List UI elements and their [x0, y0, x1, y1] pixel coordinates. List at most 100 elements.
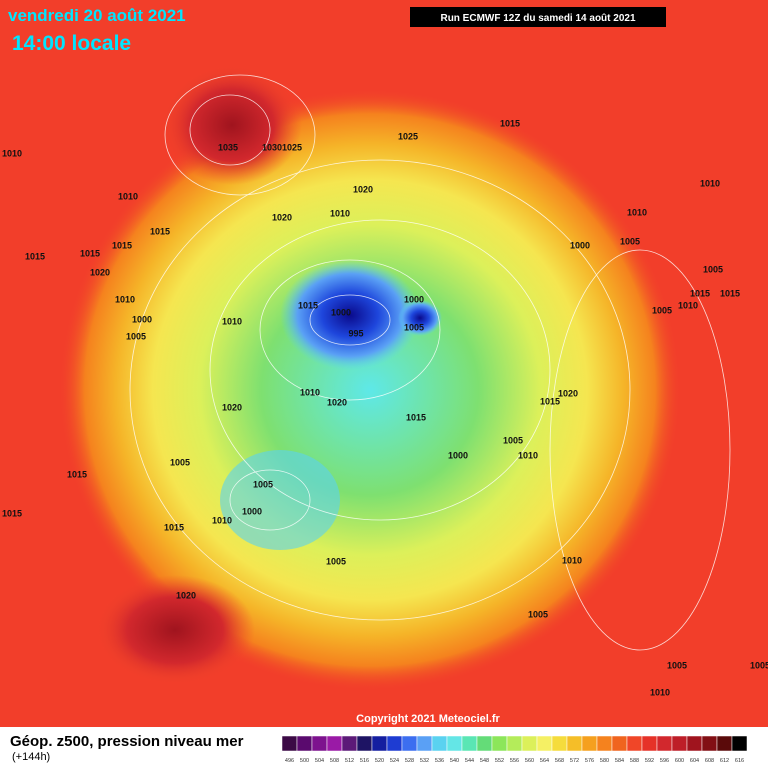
legend-label: 512: [345, 758, 354, 764]
isobar-label: 995: [348, 328, 363, 338]
legend-label: 548: [480, 758, 489, 764]
legend-swatch: [716, 735, 733, 752]
isobar-label: 1000: [404, 294, 424, 304]
legend-swatch: [551, 735, 568, 752]
isobar-label: 1010: [650, 687, 670, 697]
legend-swatch: [581, 735, 598, 752]
legend-swatch: [371, 735, 388, 752]
legend-swatch: [296, 735, 313, 752]
isobar-label: 1020: [222, 402, 242, 412]
isobar-label: 1015: [540, 396, 560, 406]
isobar-label: 1010: [627, 207, 647, 217]
legend-swatch: [386, 735, 403, 752]
isobar-label: 1020: [327, 397, 347, 407]
isobar-label: 1010: [300, 387, 320, 397]
low-center: [398, 300, 442, 336]
legend-swatch: [461, 735, 478, 752]
legend-label: 524: [390, 758, 399, 764]
isobar-label: 1020: [176, 590, 196, 600]
isobar-label: 1010: [118, 191, 138, 201]
forecast-time: 14:00 locale: [12, 32, 131, 55]
legend-swatch: [536, 735, 553, 752]
isobar-label: 1015: [80, 248, 100, 258]
color-legend: 496 500 504 508 512 516 520 524 528 532 536 540 544 5…: [281, 735, 748, 764]
isobar-label: 1010: [330, 208, 350, 218]
height-field: [60, 90, 680, 690]
legend-label: 504: [315, 758, 324, 764]
isobar-label: 1025: [282, 142, 302, 152]
legend-label: 604: [690, 758, 699, 764]
isobar-label: 1005: [126, 331, 146, 341]
legend-label: 556: [510, 758, 519, 764]
isobar-label: 1005: [170, 457, 190, 467]
legend-swatch: [611, 735, 628, 752]
legend-swatch: [731, 735, 748, 752]
isobar-label: 1005: [528, 609, 548, 619]
isobar-label: 1005: [620, 236, 640, 246]
isobar-label: 1005: [253, 479, 273, 489]
isobar-label: 1015: [150, 226, 170, 236]
isobar-label: 1015: [500, 118, 520, 128]
legend-label: 572: [570, 758, 579, 764]
isobar-label: 1015: [112, 240, 132, 250]
legend-swatch: [686, 735, 703, 752]
isobar-label: 1005: [667, 660, 687, 670]
run-info: Run ECMWF 12Z du samedi 14 août 2021: [440, 13, 635, 24]
legend-label: 544: [465, 758, 474, 764]
legend-swatch: [401, 735, 418, 752]
legend-label: 536: [435, 758, 444, 764]
forecast-date: vendredi 20 août 2021: [8, 6, 186, 25]
isobar-label: 1005: [503, 435, 523, 445]
legend-swatch: [491, 735, 508, 752]
legend-label: 552: [495, 758, 504, 764]
legend-swatch: [671, 735, 688, 752]
isobar-label: 1000: [132, 314, 152, 324]
isobar-label: 1025: [398, 131, 418, 141]
legend-label: 516: [360, 758, 369, 764]
isobar-label: 1000: [242, 506, 262, 516]
isobar-label: 1010: [115, 294, 135, 304]
isobar-label: 1015: [25, 251, 45, 261]
legend-swatch: [521, 735, 538, 752]
isobar-label: 1015: [720, 288, 740, 298]
legend-label: 540: [450, 758, 459, 764]
legend-swatch: [626, 735, 643, 752]
isobar-label: 1010: [678, 300, 698, 310]
isobar-label: 1010: [700, 178, 720, 188]
isobar-label: 1015: [164, 522, 184, 532]
isobar-label: 1015: [2, 508, 22, 518]
legend-swatch: [446, 735, 463, 752]
legend-label: 564: [540, 758, 549, 764]
isobar-label: 1005: [703, 264, 723, 274]
high-area: [95, 575, 255, 685]
isobar-label: 1010: [222, 316, 242, 326]
isobar-label: 1000: [448, 450, 468, 460]
legend-label: 584: [615, 758, 624, 764]
isobar-label: 1015: [67, 469, 87, 479]
isobar-label: 1020: [90, 267, 110, 277]
legend-swatch: [356, 735, 373, 752]
isobar-label: 1015: [690, 288, 710, 298]
legend-label: 528: [405, 758, 414, 764]
isobar-label: 1010: [518, 450, 538, 460]
legend-label: 560: [525, 758, 534, 764]
isobars: [129, 74, 731, 651]
isobar-label: 1015: [406, 412, 426, 422]
isobar-label: 1010: [562, 555, 582, 565]
legend-swatch: [311, 735, 328, 752]
isobar-label: 1020: [558, 388, 578, 398]
copyright: Copyright 2021 Meteociel.fr: [356, 713, 500, 725]
isobar-label: 1020: [272, 212, 292, 222]
legend-swatch: [656, 735, 673, 752]
legend-label: 592: [645, 758, 654, 764]
run-banner: [410, 7, 666, 27]
legend-swatch: [416, 735, 433, 752]
isobar-label: 1020: [353, 184, 373, 194]
legend-swatch: [326, 735, 343, 752]
legend-label: 600: [675, 758, 684, 764]
isobar-label: 1005: [404, 322, 424, 332]
legend-label: 576: [585, 758, 594, 764]
low-area: [220, 450, 340, 550]
isobar-label: 1030: [262, 142, 282, 152]
